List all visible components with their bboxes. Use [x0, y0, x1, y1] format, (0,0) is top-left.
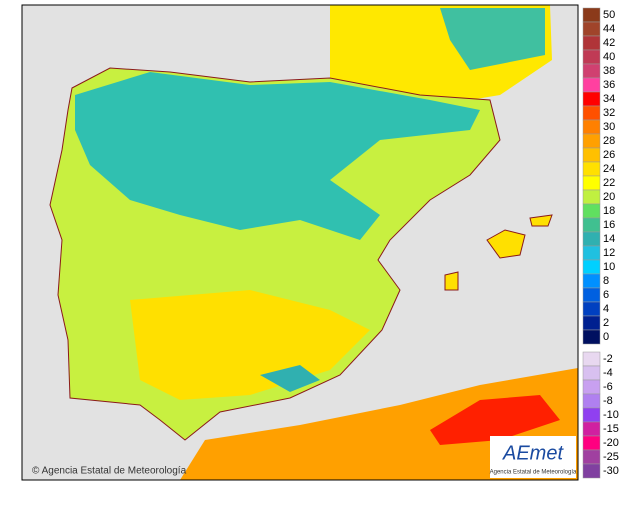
colorbar-label: -25 [603, 451, 619, 463]
sierra-nevada [260, 365, 320, 392]
north-cool [75, 72, 480, 240]
credit: © Agencia Estatal de Meteorología [32, 466, 187, 477]
colorbar-label: -4 [603, 367, 613, 379]
colorbar-swatch [582, 91, 601, 107]
colorbar-label: 44 [603, 23, 615, 35]
colorbar-swatch [582, 119, 601, 135]
colorbar-label: 30 [603, 121, 615, 133]
colorbar-label: 12 [603, 247, 615, 259]
colorbar-swatch [582, 463, 601, 479]
colorbar-label: -10 [603, 409, 619, 421]
colorbar-label: 6 [603, 289, 609, 301]
logo-subtitle: Agencia Estatal de Meteorología [490, 470, 577, 476]
colorbar-swatch [582, 259, 601, 275]
colorbar-label: 20 [603, 191, 615, 203]
colorbar-label: -6 [603, 381, 613, 393]
colorbar-swatch [582, 435, 601, 451]
colorbar-swatch [582, 21, 601, 37]
colorbar-label: 32 [603, 107, 615, 119]
colorbar-label: 14 [603, 233, 615, 245]
colorbar-swatch [582, 365, 601, 381]
colorbar-label: 8 [603, 275, 609, 287]
colorbar-label: 26 [603, 149, 615, 161]
map-frame [21, 4, 579, 481]
colorbar-swatch [582, 133, 601, 149]
colorbar-label: -8 [603, 395, 613, 407]
colorbar-swatch [582, 351, 601, 367]
balearic-islands [444, 214, 553, 291]
logo-box [490, 436, 576, 478]
colorbar-label: 50 [603, 9, 615, 21]
colorbar-label: 34 [603, 93, 615, 105]
colorbar-swatch [582, 315, 601, 331]
colorbar: 5044424038363432302826242220181614121086… [582, 7, 619, 479]
colorbar-label: 2 [603, 317, 609, 329]
france-cool [440, 8, 545, 70]
colorbar-swatch [582, 49, 601, 65]
colorbar-swatch [582, 77, 601, 93]
colorbar-swatch [582, 189, 601, 205]
colorbar-swatch [582, 175, 601, 191]
colorbar-label: 42 [603, 37, 615, 49]
colorbar-swatch [582, 35, 601, 51]
colorbar-swatch [582, 287, 601, 303]
colorbar-label: 16 [603, 219, 615, 231]
colorbar-label: 0 [603, 331, 609, 343]
colorbar-swatch [582, 217, 601, 233]
colorbar-swatch [582, 161, 601, 177]
colorbar-label: -2 [603, 353, 613, 365]
colorbar-label: 40 [603, 51, 615, 63]
colorbar-label: 22 [603, 177, 615, 189]
colorbar-label: 4 [603, 303, 609, 315]
africa [180, 368, 578, 480]
colorbar-label: 36 [603, 79, 615, 91]
colorbar-label: 38 [603, 65, 615, 77]
colorbar-swatch [582, 421, 601, 437]
colorbar-swatch [582, 393, 601, 409]
colorbar-label: 18 [603, 205, 615, 217]
colorbar-label: 28 [603, 135, 615, 147]
colorbar-label: -15 [603, 423, 619, 435]
colorbar-label: -30 [603, 465, 619, 477]
colorbar-swatch [582, 7, 601, 23]
colorbar-label: 24 [603, 163, 615, 175]
colorbar-swatch [582, 63, 601, 79]
colorbar-swatch [582, 407, 601, 423]
colorbar-swatch [582, 105, 601, 121]
colorbar-swatch [582, 449, 601, 465]
colorbar-swatch [582, 231, 601, 247]
colorbar-swatch [582, 301, 601, 317]
colorbar-swatch [582, 147, 601, 163]
colorbar-swatch [582, 245, 601, 261]
colorbar-swatch [582, 273, 601, 289]
africa-hot [430, 395, 560, 445]
colorbar-swatch [582, 203, 601, 219]
colorbar-swatch [582, 379, 601, 395]
colorbar-label: 10 [603, 261, 615, 273]
logo-title: AEmet [502, 442, 564, 464]
colorbar-swatch [582, 329, 601, 345]
colorbar-label: -20 [603, 437, 619, 449]
